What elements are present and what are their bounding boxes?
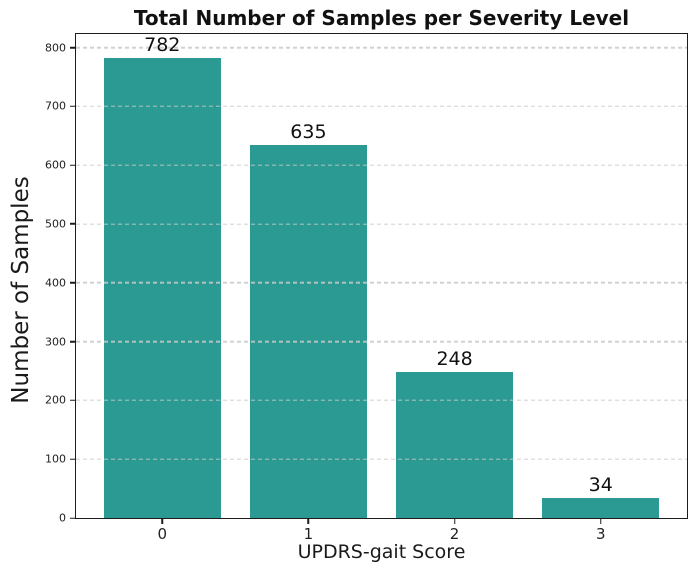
y-tick-mark: [70, 223, 75, 225]
y-tick-label: 300: [45, 335, 66, 349]
bars-layer: [76, 34, 687, 518]
gridline-y200: [76, 399, 687, 402]
bar-value-label: 782: [144, 34, 181, 57]
grid-layer: [76, 34, 687, 518]
x-tick-label: 0: [157, 525, 168, 543]
y-tick-label: 100: [45, 452, 66, 466]
x-tick-label: 3: [595, 525, 606, 543]
y-tick-mark: [70, 282, 75, 284]
bar-updrs-1: [249, 144, 367, 518]
gridline-y100: [76, 458, 687, 460]
y-tick-mark: [70, 458, 75, 460]
chart-title: Total Number of Samples per Severity Lev…: [133, 6, 630, 30]
gridline-y400: [76, 282, 687, 284]
y-axis-ticks: 0 100 200 300 400 500 600 700 800: [45, 34, 687, 524]
x-axis-ticks: 0 1 2 3: [76, 34, 687, 542]
y-tick-mark: [70, 164, 75, 166]
y-tick-label: 700: [45, 99, 66, 113]
y-tick-label: 200: [45, 393, 66, 407]
y-tick-label: 500: [45, 217, 66, 231]
bar-updrs-2: [396, 372, 514, 518]
bar-value-label: 248: [436, 348, 473, 371]
x-tick-label: 1: [303, 525, 314, 543]
bar-value-label: 635: [290, 120, 327, 143]
x-tick-mark: [600, 519, 602, 524]
y-axis-label: Number of Samples: [8, 176, 34, 404]
gridline-y300: [76, 340, 687, 343]
y-tick-mark: [70, 517, 75, 519]
x-tick-mark: [161, 519, 163, 524]
x-tick-mark: [307, 519, 310, 524]
bar-labels-layer: 782 635 248 34: [76, 34, 687, 518]
x-tick-mark: [453, 519, 456, 524]
gridline-y800: [76, 46, 687, 49]
x-tick-label: 2: [449, 525, 460, 543]
y-tick-mark: [70, 46, 75, 49]
gridline-y500: [76, 223, 687, 225]
y-tick-mark: [70, 399, 75, 402]
gridline-y600: [76, 164, 687, 166]
y-tick-label: 800: [45, 41, 66, 55]
plot-area: 782 635 248 34 0 100 200 300 400 500 600 700 800 0 1…: [45, 33, 688, 542]
y-tick-mark: [70, 105, 75, 108]
y-tick-label: 0: [59, 511, 66, 525]
gridline-y700: [76, 105, 687, 108]
y-tick-label: 600: [45, 158, 66, 172]
x-axis-label: UPDRS-gait Score: [297, 541, 466, 563]
bar-updrs-0: [103, 58, 221, 518]
bar-value-label: 34: [588, 474, 613, 497]
y-tick-mark: [70, 340, 75, 343]
bar-updrs-3: [542, 498, 660, 518]
y-tick-label: 400: [45, 276, 66, 290]
